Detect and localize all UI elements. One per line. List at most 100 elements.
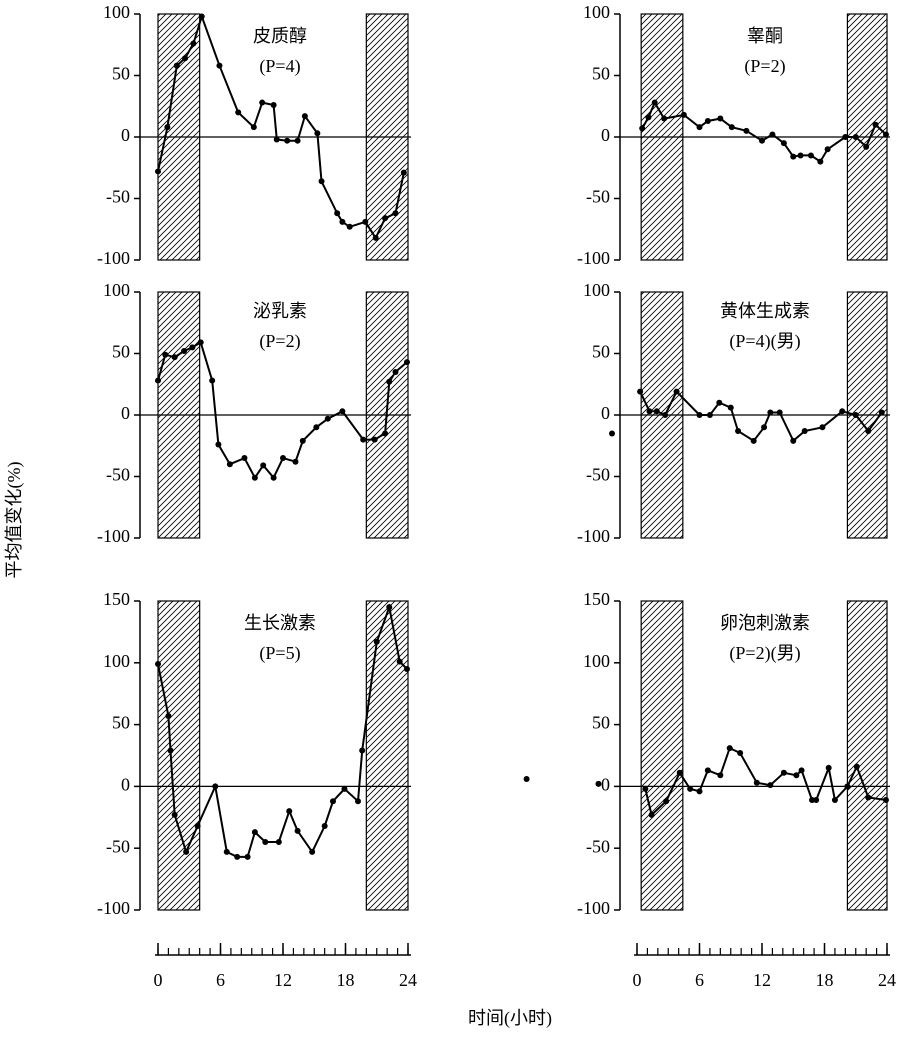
data-point	[386, 604, 393, 611]
x-tick-label: 18	[337, 970, 355, 990]
data-point	[251, 474, 258, 481]
data-point	[743, 127, 750, 134]
data-point	[309, 848, 316, 855]
data-point	[790, 437, 797, 444]
y-tick-label: 150	[583, 589, 610, 609]
data-point	[882, 131, 889, 138]
data-point	[284, 137, 291, 144]
data-point	[653, 408, 660, 415]
data-point	[226, 461, 233, 468]
data-point	[809, 796, 815, 803]
data-point	[251, 829, 258, 836]
x-tick-label: 0	[633, 970, 642, 990]
data-point	[872, 121, 879, 128]
y-tick-label: 0	[121, 403, 130, 423]
data-point	[769, 131, 776, 138]
x-tick-label: 12	[753, 970, 771, 990]
y-tick-label: -100	[577, 526, 610, 546]
data-point	[299, 437, 306, 444]
data-point	[324, 415, 331, 422]
y-tick-label: -100	[97, 248, 130, 268]
x-axis-label: 时间(小时)	[468, 1008, 552, 1029]
data-point	[216, 62, 223, 69]
data-point	[392, 368, 399, 375]
data-point	[273, 136, 280, 143]
data-point	[704, 118, 711, 125]
x-tick-label: 6	[216, 970, 225, 990]
data-point	[844, 783, 851, 790]
data-point	[776, 409, 783, 416]
data-point	[817, 158, 824, 165]
data-point	[294, 827, 301, 834]
data-point	[275, 839, 282, 846]
y-tick-label: -100	[97, 898, 130, 918]
y-tick-label: -50	[106, 836, 130, 856]
y-tick-label: 0	[121, 775, 130, 795]
data-point	[371, 436, 378, 443]
y-tick-label: 0	[601, 125, 610, 145]
y-tick-label: 100	[583, 651, 610, 671]
data-point	[767, 782, 774, 789]
data-point	[750, 437, 757, 444]
data-point	[646, 408, 653, 415]
data-point	[212, 783, 219, 790]
data-point	[197, 339, 204, 346]
data-point	[780, 769, 787, 776]
y-tick-label: -50	[106, 187, 130, 207]
data-point	[680, 111, 687, 118]
data-point	[198, 13, 205, 20]
y-tick-label: 100	[103, 651, 130, 671]
data-point	[661, 115, 668, 122]
y-tick-label: -50	[106, 465, 130, 485]
data-point	[171, 354, 178, 361]
data-point	[189, 344, 196, 351]
data-point	[165, 712, 172, 719]
data-point	[807, 152, 814, 159]
data-point	[209, 377, 216, 384]
y-tick-label: 150	[103, 589, 130, 609]
data-point	[645, 114, 652, 121]
data-point	[717, 115, 724, 122]
data-point	[728, 124, 735, 131]
data-point	[726, 745, 733, 752]
panel-title: 泌乳素	[253, 301, 307, 321]
data-point	[662, 412, 669, 418]
data-point	[727, 404, 734, 411]
data-point	[360, 436, 367, 443]
panel-subtitle: (P=2)(男)	[729, 643, 800, 664]
data-point	[687, 785, 694, 792]
data-point	[318, 178, 325, 185]
data-point	[241, 455, 248, 462]
shaded-period	[365, 600, 409, 911]
data-point	[648, 811, 655, 818]
y-tick-label: 50	[592, 64, 610, 84]
data-point	[704, 767, 711, 774]
data-point	[260, 462, 267, 469]
data-point	[790, 153, 797, 160]
data-point	[173, 62, 180, 69]
panel-title: 黄体生成素	[720, 301, 810, 321]
data-point	[382, 215, 389, 222]
panel-subtitle: (P=5)	[259, 643, 300, 664]
data-point	[798, 767, 805, 774]
data-point	[819, 424, 826, 431]
x-tick-label: 24	[878, 970, 896, 990]
y-tick-label: 50	[112, 342, 130, 362]
data-point	[262, 839, 269, 846]
y-axis-label: 平均值变化(%)	[4, 462, 25, 579]
panel-title: 卵泡刺激素	[720, 613, 810, 633]
data-point	[259, 99, 266, 106]
data-point	[314, 130, 321, 137]
y-tick-label: 100	[103, 2, 130, 22]
data-point	[706, 412, 713, 418]
data-point	[831, 796, 838, 803]
data-point	[852, 134, 859, 140]
y-tick-label: 50	[592, 342, 610, 362]
data-point	[403, 359, 410, 366]
data-point	[372, 234, 379, 241]
data-point	[642, 785, 649, 792]
data-point	[294, 137, 301, 144]
panel-title: 生长激素	[244, 613, 316, 633]
data-point	[673, 388, 680, 395]
